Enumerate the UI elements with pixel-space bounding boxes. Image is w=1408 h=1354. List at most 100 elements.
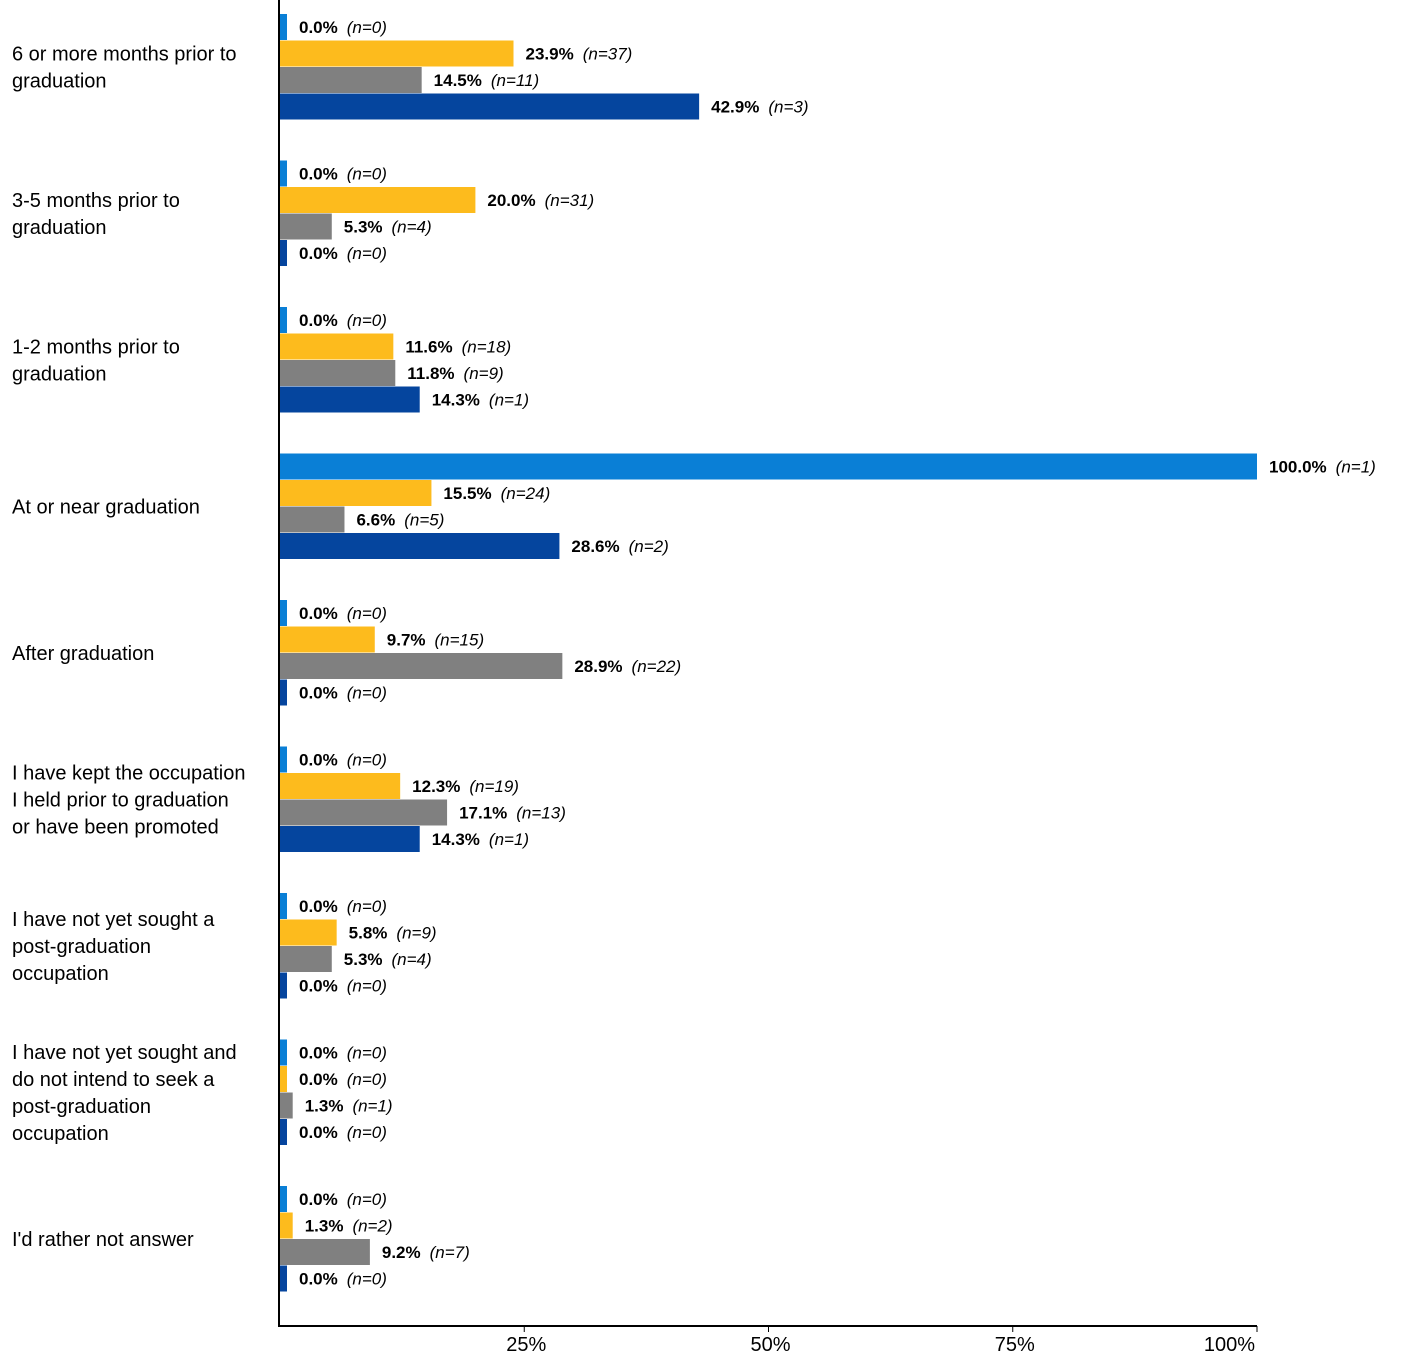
data-label-count: (n=9) <box>464 364 504 383</box>
data-label-count: (n=1) <box>1336 458 1376 477</box>
data-label-value: 0.0% <box>299 977 338 996</box>
x-tick-label-3: 100% <box>1204 1334 1255 1354</box>
bar-1-0 <box>280 160 287 187</box>
data-label-value: 100.0% <box>1269 458 1327 477</box>
data-label-value: 20.0% <box>487 191 535 210</box>
bar-4-2 <box>280 653 563 679</box>
data-label-count: (n=0) <box>347 684 387 703</box>
data-label-value: 14.3% <box>432 830 480 849</box>
bar-3-2 <box>280 506 345 533</box>
data-label-1-0: 0.0% (n=0) <box>299 165 387 184</box>
bar-2-3 <box>280 386 420 413</box>
bar-0-0 <box>280 14 287 40</box>
data-label-value: 0.0% <box>299 1070 338 1089</box>
data-label-value: 0.0% <box>299 165 338 184</box>
data-label-value: 12.3% <box>412 777 460 796</box>
data-label-3-1: 15.5% (n=24) <box>443 484 550 503</box>
category-label-6-line-1: post-graduation <box>12 936 151 958</box>
data-label-count: (n=0) <box>347 165 387 184</box>
data-label-count: (n=4) <box>392 218 432 237</box>
data-label-value: 6.6% <box>356 511 395 530</box>
bar-8-3 <box>280 1265 287 1292</box>
category-labels-layer: 6 or more months prior to graduation 3-5 m… <box>12 43 246 1251</box>
axes-layer: 25% 50% 75% 100% <box>278 0 1258 1354</box>
data-label-count: (n=3) <box>768 98 808 117</box>
data-label-count: (n=0) <box>347 244 387 263</box>
data-label-value: 28.9% <box>574 657 622 676</box>
bar-4-0 <box>280 600 287 626</box>
data-label-count: (n=31) <box>545 191 595 210</box>
bar-1-1 <box>280 187 476 213</box>
data-label-value: 0.0% <box>299 684 338 703</box>
data-label-value: 0.0% <box>299 1044 338 1063</box>
data-label-count: (n=22) <box>632 657 682 676</box>
bar-6-1 <box>280 919 337 946</box>
data-label-value: 28.6% <box>571 537 619 556</box>
bar-7-1 <box>280 1066 287 1092</box>
data-label-count: (n=0) <box>347 311 387 330</box>
data-label-4-0: 0.0% (n=0) <box>299 604 387 623</box>
data-label-5-0: 0.0% (n=0) <box>299 751 387 770</box>
category-label-5-line-2: or have been promoted <box>12 816 219 838</box>
bar-2-1 <box>280 333 394 360</box>
data-label-count: (n=1) <box>489 830 529 849</box>
category-label-4-line-0: After graduation <box>12 643 154 665</box>
data-label-1-2: 5.3% (n=4) <box>344 218 432 237</box>
data-label-count: (n=0) <box>347 977 387 996</box>
data-label-value: 1.3% <box>305 1217 344 1236</box>
category-label-0-line-0: 6 or more months prior to <box>12 43 237 65</box>
data-label-count: (n=0) <box>347 751 387 770</box>
x-tick-label-2: 75% <box>995 1334 1035 1354</box>
data-label-count: (n=13) <box>516 804 566 823</box>
bar-6-3 <box>280 972 287 999</box>
bar-6-2 <box>280 946 332 972</box>
data-label-count: (n=2) <box>629 537 669 556</box>
bar-3-3 <box>280 533 560 559</box>
data-label-3-3: 28.6% (n=2) <box>571 537 668 556</box>
data-label-6-1: 5.8% (n=9) <box>349 924 437 943</box>
data-label-0-2: 14.5% (n=11) <box>434 71 540 90</box>
data-label-2-3: 14.3% (n=1) <box>432 391 529 410</box>
category-label-5-line-0: I have kept the occupation <box>12 762 246 784</box>
category-label-2-line-1: graduation <box>12 363 107 385</box>
data-label-7-1: 0.0% (n=0) <box>299 1070 387 1089</box>
data-label-value: 42.9% <box>711 98 759 117</box>
data-label-count: (n=37) <box>583 45 633 64</box>
category-label-1-line-1: graduation <box>12 217 107 239</box>
category-label-7-line-1: do not intend to seek a <box>12 1069 215 1091</box>
bar-5-0 <box>280 746 287 773</box>
data-label-value: 0.0% <box>299 751 338 770</box>
data-label-count: (n=0) <box>347 1190 387 1209</box>
data-label-count: (n=2) <box>352 1217 392 1236</box>
data-label-value: 0.0% <box>299 311 338 330</box>
data-label-value: 0.0% <box>299 1270 338 1289</box>
x-tick-label-0: 25% <box>506 1334 546 1354</box>
data-label-count: (n=1) <box>352 1097 392 1116</box>
data-label-2-2: 11.8% (n=9) <box>407 364 503 383</box>
data-label-value: 17.1% <box>459 804 507 823</box>
data-label-0-0: 0.0% (n=0) <box>299 18 387 37</box>
data-label-6-2: 5.3% (n=4) <box>344 950 432 969</box>
data-label-count: (n=0) <box>347 18 387 37</box>
bar-3-1 <box>280 480 432 506</box>
data-label-5-1: 12.3% (n=19) <box>412 777 519 796</box>
data-label-7-3: 0.0% (n=0) <box>299 1123 387 1142</box>
bar-8-0 <box>280 1186 287 1212</box>
bar-0-1 <box>280 40 514 67</box>
category-label-0-line-1: graduation <box>12 70 107 92</box>
category-label-6-line-2: occupation <box>12 963 109 985</box>
bar-1-3 <box>280 240 287 266</box>
bar-8-2 <box>280 1239 370 1265</box>
data-label-value: 0.0% <box>299 1190 338 1209</box>
bars-layer <box>280 14 1257 1292</box>
data-label-count: (n=0) <box>347 1070 387 1089</box>
data-label-7-2: 1.3% (n=1) <box>305 1097 393 1116</box>
data-label-8-3: 0.0% (n=0) <box>299 1270 387 1289</box>
data-label-count: (n=18) <box>462 338 512 357</box>
bar-5-2 <box>280 799 448 826</box>
data-label-5-3: 14.3% (n=1) <box>432 830 529 849</box>
data-label-value: 15.5% <box>443 484 491 503</box>
data-label-value: 11.6% <box>405 338 452 357</box>
bar-3-0 <box>280 453 1257 480</box>
data-label-0-1: 23.9% (n=37) <box>526 45 633 64</box>
